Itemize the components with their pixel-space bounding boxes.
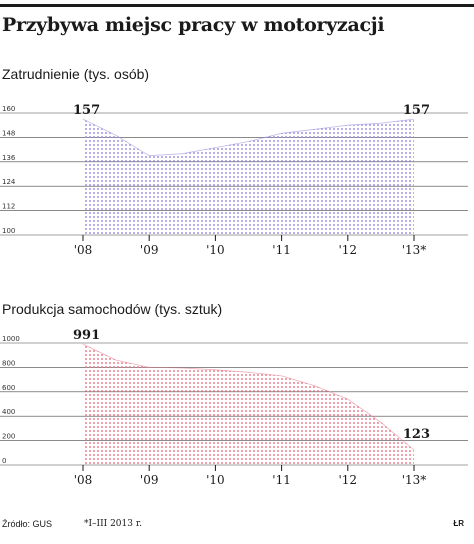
employment-x-tick-label: '08 [74, 243, 93, 257]
employment-y-tick-label: 124 [2, 178, 16, 186]
production-area [83, 344, 414, 465]
employment-y-tick-label: 148 [2, 129, 15, 137]
chart-production-title: Produkcja samochodów (tys. sztuk) [2, 301, 223, 317]
production-x-tick-label: '11 [272, 473, 291, 487]
employment-y-tick-label: 100 [2, 227, 15, 235]
chart-employment: 100 112 124 136 148 160 '08 '09 '10 '11 '12 '13* 157… [0, 103, 468, 257]
employment-data-label: 157 [73, 103, 100, 118]
production-y-tick-label: 800 [2, 359, 15, 367]
production-y-tick-label: 400 [2, 408, 15, 416]
employment-y-tick-label: 136 [2, 154, 16, 162]
production-x-tick-label: '12 [339, 473, 358, 487]
production-y-tick-label: 1000 [2, 335, 20, 343]
footer-credit: ŁR [453, 519, 464, 528]
production-series-line [82, 343, 415, 451]
production-y-tick-label: 0 [2, 457, 6, 465]
employment-x-tick-label: '10 [206, 243, 225, 257]
production-x-tick-label: '09 [140, 473, 159, 487]
employment-y-tick-label: 112 [2, 203, 15, 211]
production-x-tick-label: '10 [206, 473, 225, 487]
employment-y-tick-label: 160 [2, 105, 15, 113]
production-y-tick-label: 200 [2, 433, 15, 441]
production-y-tick-label: 600 [2, 384, 15, 392]
page-title: Przybywa miejsc pracy w motoryzacji [2, 14, 385, 36]
footer-note: *I–III 2013 r. [84, 519, 143, 529]
chart-employment-title: Zatrudnienie (tys. osób) [2, 66, 150, 82]
employment-x-tick-label: '12 [339, 243, 358, 257]
footer-source: Źródło: GUS [2, 519, 53, 529]
production-data-label: 991 [73, 328, 100, 343]
employment-x-tick-label: '09 [140, 243, 159, 257]
chart-production: 0 200 400 600 800 1000 '08 '09 '10 '11 '12 '13* 991 1… [0, 328, 468, 487]
employment-x-tick-label: '11 [272, 243, 291, 257]
production-data-label: 123 [403, 427, 430, 442]
top-rule [0, 4, 474, 7]
employment-x-tick-label: '13* [402, 243, 427, 257]
employment-area [83, 119, 414, 235]
production-x-tick-label: '08 [74, 473, 93, 487]
employment-data-label: 157 [403, 103, 430, 118]
employment-series-line [82, 118, 415, 157]
production-x-tick-label: '13* [402, 473, 427, 487]
